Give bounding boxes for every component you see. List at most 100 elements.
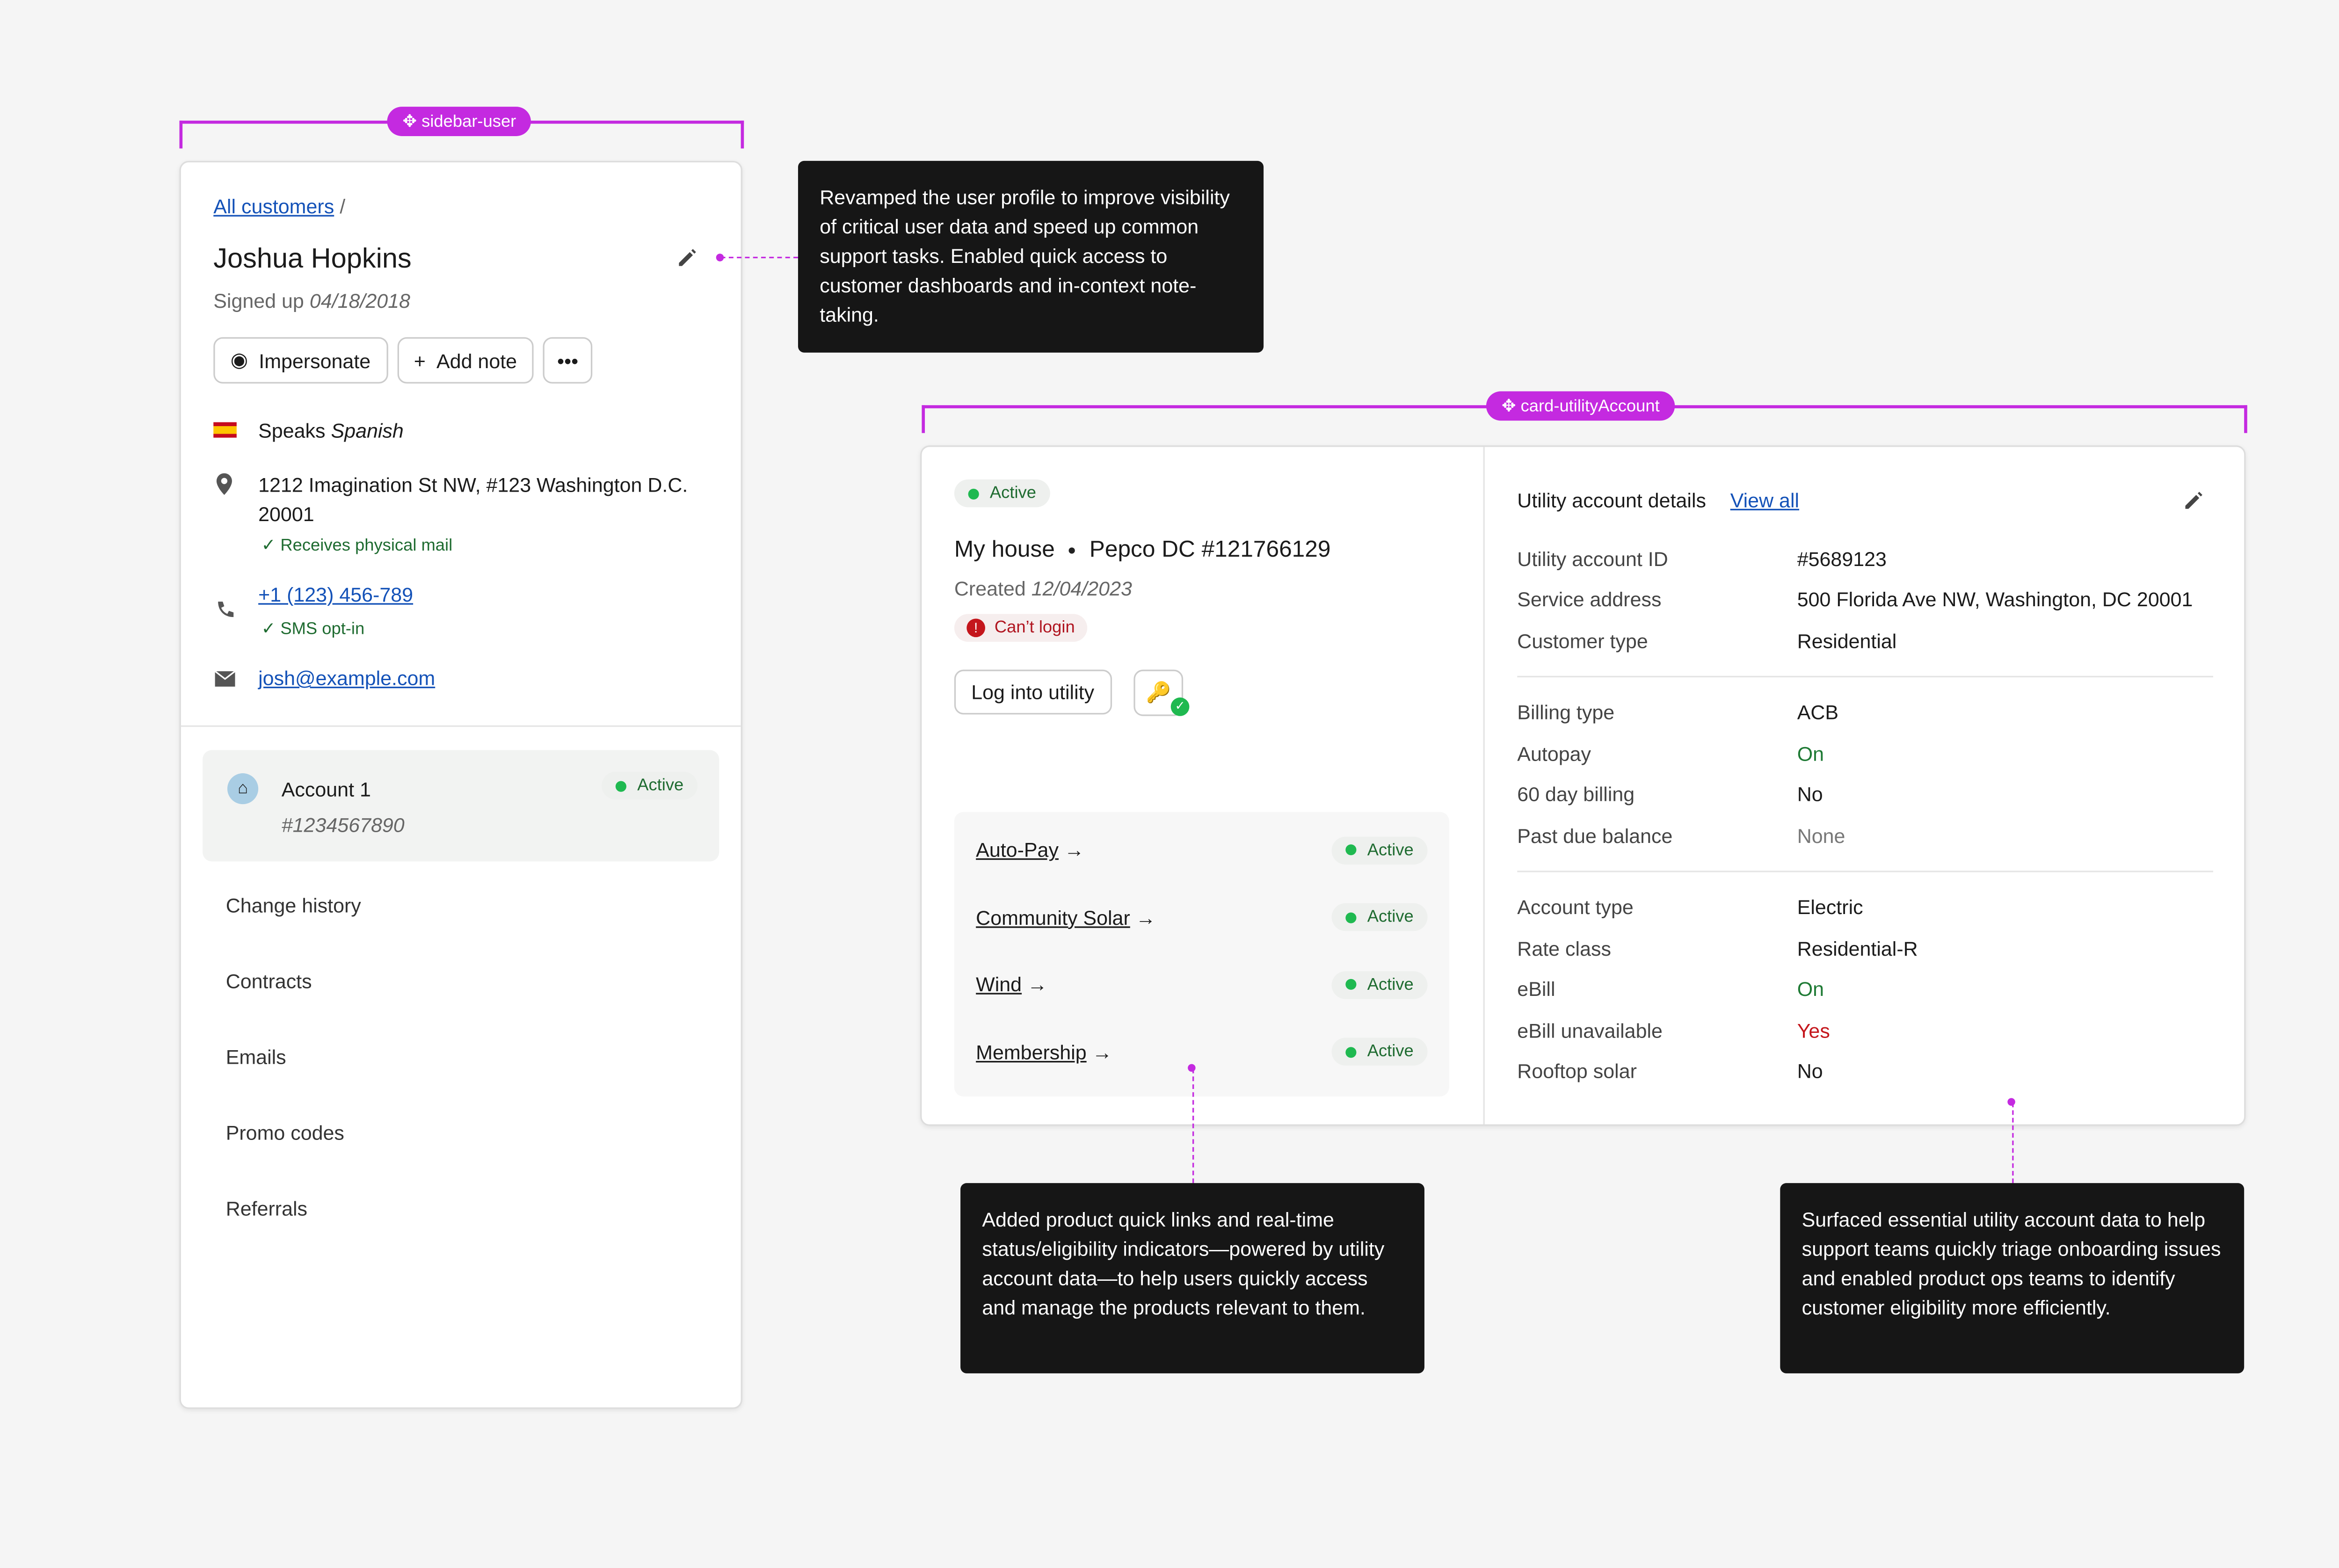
sidebar-user: All customers / Joshua Hopkins Signed up… — [179, 160, 742, 1409]
phone[interactable]: +1 (123) 456-789 — [258, 583, 414, 606]
login-button[interactable]: Log into utility — [954, 669, 1111, 715]
detail-value: Residential — [1797, 629, 1897, 653]
product-name[interactable]: Membership — [976, 1040, 1087, 1064]
status-label: Active — [1367, 841, 1414, 860]
user-name: Joshua Hopkins — [213, 243, 412, 274]
annotation: Surfaced essential utility account data … — [1780, 1183, 2245, 1373]
button-label: Impersonate — [259, 348, 371, 372]
detail-value: On — [1797, 742, 1824, 765]
language: Speaks Spanish — [213, 419, 404, 443]
annotation: Revamped the user profile to improve vis… — [798, 160, 1264, 353]
tag-label: sidebar-user — [421, 113, 516, 132]
account-status: Active — [637, 776, 684, 795]
detail-value: 500 Florida Ave NW, Washington, DC 20001 — [1797, 588, 2193, 611]
product-row: Wind → Active — [954, 951, 1449, 1018]
status-dot — [1345, 912, 1357, 923]
created-date: 12/04/2023 — [1031, 577, 1132, 600]
detail-value: No — [1797, 783, 1823, 806]
language-value: Spanish — [331, 419, 404, 443]
component-tag: ✥ sidebar-user — [387, 107, 532, 136]
product-link[interactable]: Wind → — [976, 973, 1048, 996]
sms-note: SMS opt-in — [280, 620, 365, 639]
annotation: Added product quick links and real-time … — [960, 1183, 1424, 1373]
mail-note: Receives physical mail — [280, 537, 453, 555]
location-icon — [216, 473, 232, 495]
detail-label: Autopay — [1517, 742, 1591, 765]
detail-row: 60 day billing No — [1517, 774, 2213, 815]
nav-list: Change history Contracts Emails Promo codes… — [181, 868, 741, 1247]
nav-item[interactable]: Change history — [225, 893, 361, 917]
edit-icon[interactable] — [2182, 490, 2204, 512]
account-name: Account 1 — [281, 777, 371, 801]
detail-value: #5689123 — [1797, 547, 1887, 571]
detail-row: Customer type Residential — [1517, 620, 2213, 661]
nav-item[interactable]: Promo codes — [225, 1121, 344, 1145]
action-button[interactable]: + Add note — [397, 337, 534, 384]
action-buttons: ◉ Impersonate + Add note ••• — [213, 337, 602, 384]
detail-row: Autopay On — [1517, 733, 2213, 774]
product-row: Membership → Active — [954, 1018, 1449, 1086]
product-status: Active — [1331, 903, 1428, 932]
detail-value: No — [1797, 1060, 1823, 1083]
detail-row: Billing type ACB — [1517, 692, 2213, 733]
detail-row: Rooftop solar No — [1517, 1051, 2213, 1092]
nav-item[interactable]: Referrals — [225, 1197, 308, 1220]
detail-value: None — [1797, 824, 1845, 847]
address: 1212 Imagination St NW, #123 Washington … — [258, 473, 688, 526]
signup-label: Signed up — [213, 289, 304, 312]
detail-label: Utility account ID — [1517, 547, 1668, 571]
action-button[interactable]: ◉ Impersonate — [213, 337, 388, 384]
detail-value: ACB — [1797, 701, 1839, 725]
edit-icon[interactable] — [676, 247, 697, 269]
detail-label: Billing type — [1517, 701, 1615, 725]
detail-row: eBill On — [1517, 969, 2213, 1010]
detail-value: Yes — [1797, 1018, 1830, 1042]
more-button[interactable]: ••• — [543, 337, 592, 384]
detail-value: Electric — [1797, 896, 1863, 919]
detail-label: 60 day billing — [1517, 783, 1635, 806]
detail-label: eBill — [1517, 978, 1555, 1001]
nav-item[interactable]: Contracts — [225, 969, 312, 993]
product-name[interactable]: Wind — [976, 973, 1022, 996]
product-status: Active — [1331, 971, 1428, 999]
details: Utility account ID #5689123 Service addres… — [1517, 538, 2214, 1121]
detail-group: Billing type ACB Autopay On 60 day billing No… — [1517, 692, 2214, 871]
detail-row: Service address 500 Florida Ave NW, Washi… — [1517, 579, 2213, 620]
account-number: #1234567890 — [281, 813, 405, 837]
detail-row: Past due balance None — [1517, 815, 2213, 856]
product-link[interactable]: Community Solar → — [976, 906, 1156, 929]
detail-label: Rooftop solar — [1517, 1060, 1637, 1083]
nav-item[interactable]: Emails — [225, 1045, 286, 1069]
detail-group: Utility account ID #5689123 Service addres… — [1517, 538, 2214, 677]
detail-label: Service address — [1517, 588, 1662, 611]
account-item[interactable]: ⌂ Account 1 #1234567890 Active — [203, 750, 719, 862]
product-name[interactable]: Auto-Pay — [976, 838, 1059, 862]
product-link[interactable]: Membership → — [976, 1040, 1112, 1064]
signup-date: 04/18/2018 — [309, 289, 410, 312]
detail-label: Account type — [1517, 896, 1634, 919]
product-link[interactable]: Auto-Pay → — [976, 838, 1084, 862]
status-dot — [1345, 844, 1357, 856]
premise-name: My house — [954, 537, 1055, 563]
status-label: Active — [1367, 1043, 1414, 1061]
product-links: Auto-Pay → Active Community Solar → Active W… — [954, 812, 1449, 1097]
product-name[interactable]: Community Solar — [976, 906, 1130, 929]
detail-label: Rate class — [1517, 936, 1611, 960]
detail-label: eBill unavailable — [1517, 1018, 1663, 1042]
tag-label: card-utilityAccount — [1520, 397, 1660, 416]
phone-icon — [218, 602, 234, 617]
email[interactable]: josh@example.com — [258, 666, 436, 690]
detail-row: Utility account ID #5689123 — [1517, 538, 2213, 580]
breadcrumb-link[interactable]: All customers — [213, 195, 334, 218]
status-dot — [1345, 979, 1357, 990]
provider: Pepco DC #121766129 — [1089, 537, 1331, 563]
mail-icon — [215, 671, 235, 687]
breadcrumb-separator: / — [340, 195, 346, 218]
detail-value: Residential-R — [1797, 936, 1918, 960]
details-title: Utility account details — [1517, 488, 1707, 512]
detail-row: Account type Electric — [1517, 887, 2213, 928]
view-all-link[interactable]: View all — [1730, 488, 1800, 512]
created-label: Created — [954, 577, 1026, 600]
